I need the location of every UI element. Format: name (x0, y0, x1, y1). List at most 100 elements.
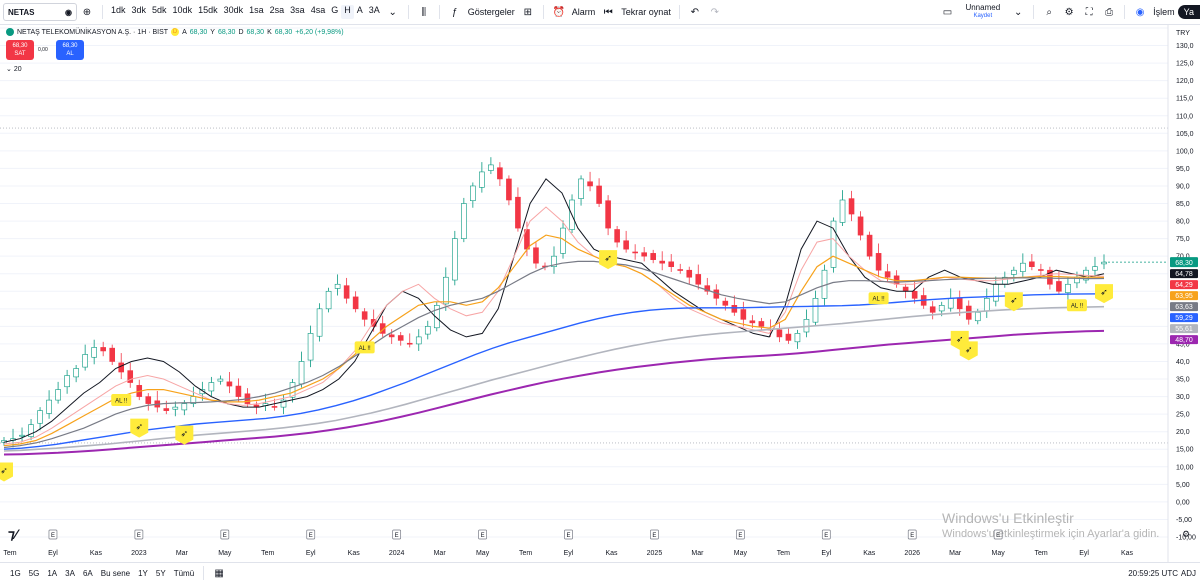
candle-body (361, 311, 368, 320)
rocket-icon: ➶ (181, 429, 189, 439)
price-tick-label: 30,0 (1176, 394, 1190, 401)
candle-body (533, 247, 539, 264)
time-tick-label: Eyl (1079, 550, 1089, 557)
interval-15dk[interactable]: 15dk (198, 5, 218, 15)
interval-1dk[interactable]: 1dk (111, 5, 126, 15)
time-tick-label: Kas (1121, 550, 1134, 557)
delay-flag: D (171, 28, 180, 36)
candle (758, 317, 765, 330)
candle (1011, 266, 1017, 282)
earnings-box (478, 529, 487, 540)
indicators-icon[interactable]: ƒ (451, 6, 458, 18)
earnings-marker: E (306, 529, 316, 540)
templates-icon[interactable]: ⊞ (523, 6, 532, 18)
interval-1sa[interactable]: 1sa (249, 5, 264, 15)
earnings-marker: E (736, 529, 745, 540)
candle-body (848, 198, 855, 215)
alarm-button[interactable]: Alarm (571, 7, 596, 17)
last-price-text: 68,30 (1175, 260, 1193, 267)
range-5y[interactable]: 5Y (155, 568, 166, 578)
indicator-toggle[interactable]: ⌄ 20 (6, 65, 22, 74)
indicators-button[interactable]: Göstergeler (467, 7, 515, 17)
range-1y[interactable]: 1Y (138, 568, 148, 578)
candle (794, 329, 801, 349)
candle (100, 341, 106, 357)
candle-body (217, 378, 224, 382)
ma-value-text: 63,95 (1175, 293, 1193, 300)
interval-h[interactable]: H (341, 5, 354, 19)
moving-average-line (3, 260, 1105, 449)
publish-button[interactable]: Ya (1177, 5, 1200, 19)
utc-clock[interactable]: 20:59:25 UTC (1128, 569, 1178, 578)
snapshot-icon[interactable]: ⎙ (1105, 6, 1114, 18)
candle (578, 175, 584, 206)
earnings-box (993, 529, 1003, 540)
range-tümü[interactable]: Tümü (173, 568, 195, 578)
undo-icon[interactable]: ↶ (690, 6, 700, 18)
range-6a[interactable]: 6A (82, 568, 93, 578)
ma-value-tag: 59,29 (1170, 313, 1198, 323)
interval-3a[interactable]: 3A (368, 5, 380, 15)
range-5g[interactable]: 5G (28, 568, 40, 578)
quick-search-icon[interactable]: ⌕ (1046, 6, 1052, 18)
interval-30dk[interactable]: 30dk (223, 5, 244, 15)
replay-icon[interactable]: ⏮ (603, 6, 613, 18)
candle-body (983, 297, 990, 312)
trade-icon[interactable]: ◉ (1135, 6, 1145, 18)
interval-3sa[interactable]: 3sa (290, 5, 305, 15)
adj-toggle[interactable]: ADJ (1180, 569, 1196, 578)
earnings-letter: E (137, 533, 141, 539)
add-symbol-icon[interactable]: ⊕ (82, 6, 92, 18)
price-chart[interactable]: TRY 130,0 125,0 120,0 115,0 110,0 105,0 100,0 95… (0, 25, 1200, 568)
rocket-icon: ➶ (965, 344, 973, 354)
candle (614, 225, 620, 248)
ma-value-bg (1170, 302, 1198, 312)
candle (587, 171, 593, 192)
candle-body (91, 347, 97, 358)
range-list: 1G 5G 1A 3A 6A Bu sene 1Y 5Y Tümü (6, 569, 198, 578)
range-bu-sene[interactable]: Bu sene (100, 568, 131, 578)
candle-body (785, 333, 792, 341)
replay-button[interactable]: Tekrar oynat (621, 7, 671, 17)
interval-a[interactable]: A (356, 5, 363, 15)
time-tick-label: Eyl (48, 550, 58, 557)
fullscreen-icon[interactable]: ⛶ (1085, 6, 1093, 18)
range-1g[interactable]: 1G (10, 568, 21, 578)
chevron-down-icon[interactable]: ⌄ (1013, 6, 1023, 18)
candle (154, 390, 161, 413)
candle-body (452, 238, 458, 281)
interval-2sa[interactable]: 2sa (269, 5, 285, 15)
alarm-icon[interactable]: ⏰ (552, 6, 565, 18)
interval-5dk[interactable]: 5dk (152, 5, 167, 15)
redo-icon[interactable]: ↷ (710, 6, 720, 18)
range-1a[interactable]: 1A (47, 568, 58, 578)
candle (461, 197, 467, 243)
candle (470, 182, 476, 208)
interval-g[interactable]: G (331, 5, 339, 15)
layout-name[interactable]: Unnamed Kaydet (965, 3, 1000, 21)
sell-button[interactable]: 68,30 SAT (6, 40, 34, 60)
candle-body (902, 286, 909, 292)
candle-body (1065, 283, 1071, 293)
symbol-search[interactable]: NETAS ◉ (3, 3, 77, 21)
time-tick-label: Tem (777, 550, 790, 557)
trade-button[interactable]: İşlem (1153, 7, 1175, 17)
chart-area[interactable]: TRY 130,0 125,0 120,0 115,0 110,0 105,0 100,0 95… (0, 25, 1200, 568)
candle-body (415, 336, 422, 345)
chevron-down-icon[interactable]: ⌄ (388, 6, 397, 18)
interval-10dk[interactable]: 10dk (172, 5, 193, 15)
candle-body (515, 196, 521, 229)
earnings-marker: E (907, 529, 917, 540)
candle (695, 264, 702, 290)
price-tick-label: 110,0 (1176, 113, 1193, 120)
range-3a[interactable]: 3A (65, 568, 75, 578)
interval-4sa[interactable]: 4sa (310, 5, 326, 15)
calendar-icon[interactable]: ▦ (214, 567, 224, 579)
settings-icon[interactable]: ⚙ (1064, 6, 1074, 18)
candle-body (695, 274, 702, 285)
layout-icon[interactable]: ▭ (942, 6, 953, 18)
candle-body (857, 216, 864, 236)
interval-3dk[interactable]: 3dk (131, 5, 147, 15)
candle-style-icon[interactable]: ⫼ (421, 6, 427, 18)
buy-button[interactable]: 68,30 AL (56, 40, 84, 60)
